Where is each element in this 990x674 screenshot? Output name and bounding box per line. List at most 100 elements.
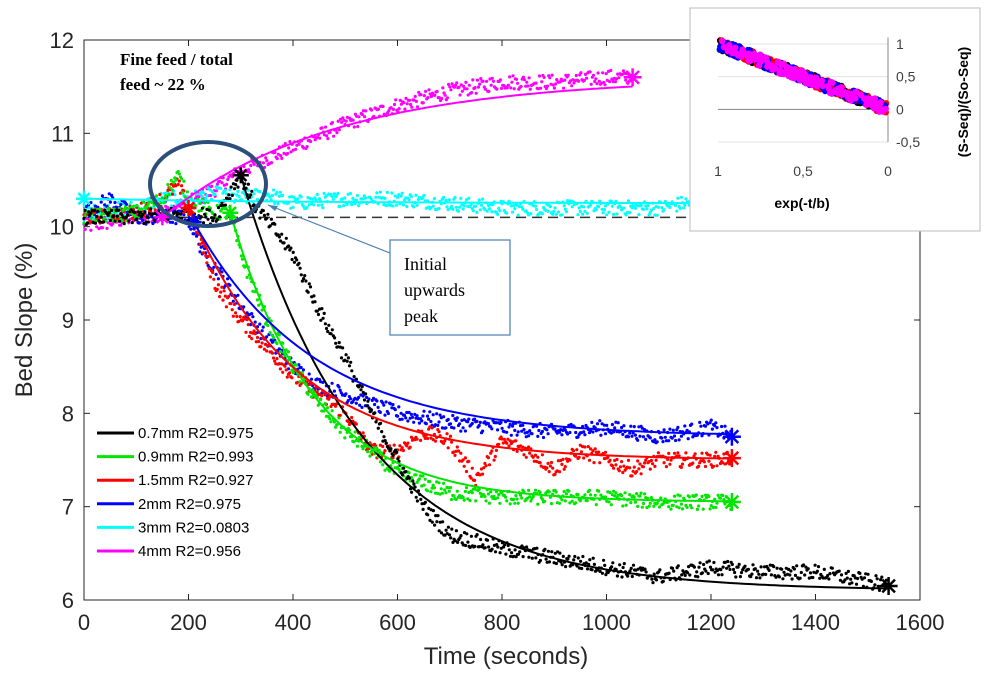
data-point — [281, 370, 285, 374]
data-point — [546, 549, 551, 553]
data-point — [394, 203, 399, 207]
data-point — [516, 81, 520, 85]
data-point — [640, 505, 644, 509]
data-point — [580, 566, 584, 571]
data-point — [743, 564, 747, 568]
x-tick-label: 1000 — [582, 610, 631, 635]
data-point — [92, 208, 96, 213]
data-point — [521, 423, 525, 427]
data-point — [434, 514, 438, 518]
data-point — [566, 73, 570, 77]
data-point — [346, 356, 350, 360]
data-point — [514, 494, 518, 498]
data-point — [258, 190, 262, 194]
data-point — [320, 409, 324, 413]
data-point — [393, 194, 397, 198]
data-point — [698, 561, 702, 565]
data-point — [630, 574, 634, 579]
data-point — [854, 582, 859, 586]
data-point — [338, 117, 343, 121]
data-point — [409, 102, 413, 107]
data-point — [614, 463, 618, 467]
data-point — [426, 96, 430, 100]
data-point — [278, 350, 282, 354]
data-point — [560, 462, 564, 466]
data-point — [264, 156, 268, 160]
data-point — [396, 414, 400, 418]
data-point — [381, 104, 385, 109]
data-point — [435, 520, 439, 524]
data-point — [554, 490, 558, 494]
data-point — [342, 204, 346, 208]
data-point — [697, 464, 701, 468]
data-point — [407, 476, 411, 480]
data-point — [361, 390, 365, 395]
data-point — [326, 329, 330, 334]
data-point — [236, 185, 240, 189]
data-point — [338, 430, 342, 434]
data-point — [548, 205, 553, 209]
data-point — [364, 392, 368, 396]
data-point — [433, 93, 437, 97]
data-point — [337, 385, 341, 389]
data-point — [396, 457, 400, 461]
data-point — [880, 575, 884, 579]
data-point — [725, 566, 729, 570]
data-point — [227, 294, 231, 298]
data-point — [269, 161, 274, 165]
data-point — [458, 422, 462, 426]
data-point — [227, 193, 231, 197]
data-point — [90, 208, 94, 212]
data-point — [221, 203, 225, 207]
data-point — [713, 570, 717, 574]
data-point — [174, 210, 178, 214]
data-point — [487, 501, 492, 505]
data-point — [268, 224, 272, 228]
data-point — [444, 198, 448, 202]
inset-point — [819, 82, 826, 90]
data-point — [563, 465, 567, 469]
data-point — [224, 305, 228, 309]
data-point — [250, 189, 254, 193]
data-point — [691, 461, 695, 465]
data-point — [680, 507, 685, 511]
data-point — [205, 261, 209, 265]
data-point — [451, 540, 455, 545]
data-point — [252, 162, 256, 166]
data-point — [649, 496, 654, 500]
data-point — [287, 244, 291, 248]
data-point — [286, 350, 291, 354]
data-point — [727, 564, 731, 568]
data-point — [236, 293, 240, 297]
y-tick-label: 8 — [62, 401, 74, 426]
data-point — [546, 461, 550, 465]
data-point — [265, 349, 269, 353]
data-point — [235, 193, 239, 197]
data-point — [524, 84, 528, 88]
data-point — [436, 514, 440, 518]
data-point — [399, 194, 403, 198]
data-point — [291, 250, 295, 254]
data-point — [775, 566, 779, 570]
data-point — [266, 323, 270, 328]
data-point — [192, 232, 196, 236]
data-point — [474, 91, 478, 95]
legend-label: 2mm R2=0.975 — [138, 496, 241, 513]
data-point — [585, 211, 589, 215]
data-point — [656, 205, 661, 209]
data-point — [576, 435, 580, 439]
data-point — [89, 217, 93, 221]
data-point — [468, 499, 472, 503]
data-point — [563, 207, 567, 211]
data-point — [253, 332, 257, 336]
data-point — [622, 464, 626, 468]
data-point — [533, 488, 538, 492]
data-point — [720, 424, 724, 429]
y-tick-label: 10 — [50, 215, 74, 240]
data-point — [301, 368, 305, 372]
data-point — [591, 430, 595, 434]
legend: 0.7mm R2=0.975 0.9mm R2=0.993 1.5mm R2=0.9… — [97, 425, 253, 560]
data-point — [593, 79, 597, 84]
data-point — [697, 565, 701, 569]
data-point — [93, 219, 98, 223]
